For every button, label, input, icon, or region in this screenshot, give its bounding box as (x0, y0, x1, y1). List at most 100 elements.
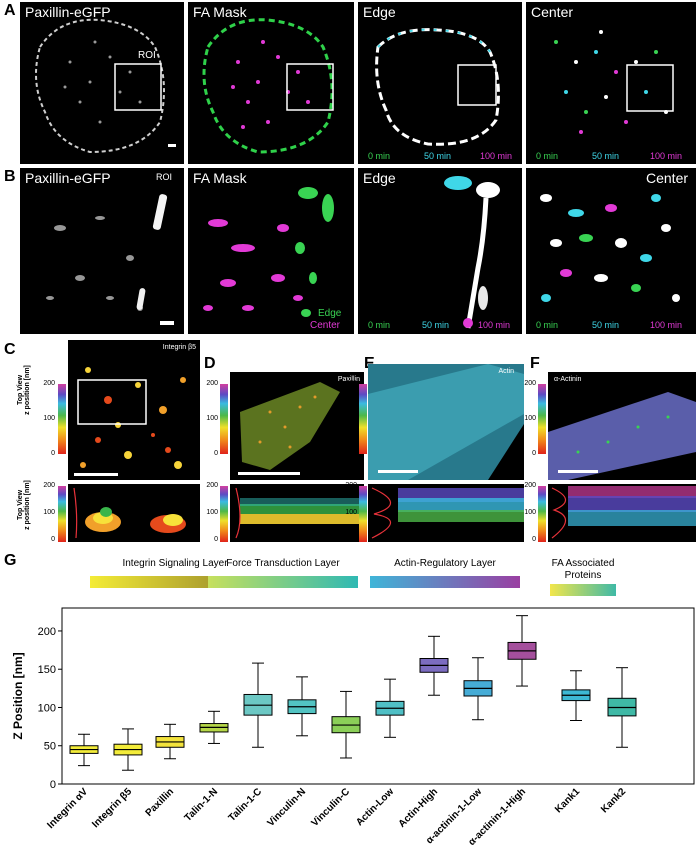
time-label-50: 50 min (592, 151, 620, 161)
panel-label-e: E (364, 355, 375, 373)
colorbar-e-side (359, 486, 367, 542)
center-image (554, 30, 674, 134)
time-label-100: 100 min (480, 151, 513, 161)
panel-title: FA Mask (193, 4, 247, 20)
tick-100: 100 (524, 415, 536, 422)
x-tick-label: Vinculin-C (310, 786, 353, 829)
box-11 (507, 615, 537, 687)
box-5 (243, 662, 273, 748)
row-a-edge-panel: Edge 0 min 50 min 100 min (358, 2, 522, 164)
paxillin-panel: Paxillin (230, 372, 364, 480)
panel-title: Center (646, 170, 689, 186)
tick-200: 200 (206, 482, 218, 489)
panel-label-c: C (4, 341, 16, 358)
layer-header-label: Integrin Signaling Layer (122, 558, 228, 569)
actinin-side-panel (548, 484, 696, 542)
center-zoom-image (540, 194, 680, 302)
colorbar-d-top (220, 384, 228, 454)
layer-header-label: Proteins (565, 570, 602, 581)
tick-200: 200 (206, 380, 218, 387)
layer-header-label: Actin-Regulatory Layer (394, 558, 496, 569)
mask-image (202, 18, 334, 154)
row-b-mask-panel: FA Mask Edge Center (188, 168, 354, 334)
side-view-text: Top View (17, 489, 24, 521)
colorbar-c-side (58, 486, 66, 542)
top-view-text: Top View (17, 374, 24, 406)
layer-header-bar (550, 584, 616, 596)
scale-bar (168, 144, 176, 147)
scale-bar (160, 321, 174, 325)
row-b-edge-panel: Edge 0 min 50 min 100 min (358, 168, 522, 334)
box-3 (155, 723, 185, 760)
legend-edge: Edge (318, 308, 342, 319)
tick-100: 100 (345, 415, 357, 422)
y-tick-label: 200 (38, 626, 56, 638)
layer-header-label: Force Transduction Layer (226, 558, 340, 569)
tick-200: 200 (43, 380, 55, 387)
layer-header-bar (208, 576, 358, 588)
box-2 (113, 728, 143, 771)
side-view-label: Top View z position [nm] (17, 480, 31, 530)
row-b-center-panel: Center 0 min 50 min 100 min (526, 168, 696, 334)
tick-0: 0 (353, 450, 357, 457)
tick-0: 0 (51, 536, 55, 543)
panel-title: Paxillin-eGFP (25, 170, 111, 186)
y-tick-label: 150 (38, 664, 56, 676)
panel-title: Actin (498, 368, 514, 375)
x-tick-label: Kank2 (599, 786, 628, 815)
actinin-image (548, 392, 696, 480)
side-view-image (551, 486, 696, 539)
time-label-0: 0 min (368, 151, 391, 161)
y-tick-label: 0 (50, 779, 56, 791)
tick-0: 0 (214, 536, 218, 543)
x-tick-label: Talin-1-C (227, 786, 265, 824)
panel-label-f: F (530, 355, 540, 372)
actin-side-panel (368, 484, 524, 542)
box-1 (69, 733, 99, 767)
paxillin-side-panel (230, 484, 364, 542)
z-axis-label-side: z position [nm] (24, 480, 31, 530)
time-label-50: 50 min (592, 320, 620, 330)
colorbar-d-side (220, 486, 228, 542)
tick-0: 0 (532, 536, 536, 543)
tick-100: 100 (345, 509, 357, 516)
box-8 (375, 678, 405, 738)
y-tick-label: 100 (38, 702, 56, 714)
time-label-0: 0 min (536, 151, 559, 161)
time-label-100: 100 min (650, 320, 683, 330)
panel-title: α-Actinin (554, 376, 582, 383)
x-tick-label: Actin-High (397, 786, 441, 830)
x-tick-label: Integrin αV (45, 786, 90, 831)
box-7 (331, 690, 361, 759)
legend-center: Center (310, 320, 341, 331)
box-13 (607, 667, 637, 748)
integrin-b5-panel: Integrin β5 (68, 340, 200, 480)
top-view-label: Top View z position [nm] (17, 350, 31, 430)
panel-title: Center (531, 4, 574, 20)
cell-image (35, 18, 176, 154)
panel-title: Paxillin (337, 376, 360, 383)
time-label-100: 100 min (650, 151, 683, 161)
panel-title: Paxillin-eGFP (25, 4, 111, 20)
integrin-side-panel (68, 484, 200, 542)
tick-200: 200 (345, 380, 357, 387)
x-tick-label: Kank1 (553, 786, 582, 815)
row-a-paxillin-panel: Paxillin-eGFP ROI (20, 2, 184, 164)
plot-frame (61, 607, 695, 785)
mask-zoom-image (203, 187, 334, 317)
side-view-image (235, 487, 364, 539)
box-6 (287, 676, 317, 737)
layer-header-bar (370, 576, 520, 588)
side-view-image (371, 487, 524, 539)
panel-title: FA Mask (193, 170, 247, 186)
time-label-100: 100 min (478, 320, 511, 330)
box-9 (419, 635, 449, 696)
edge-zoom-image (444, 176, 500, 329)
tick-200: 200 (524, 482, 536, 489)
colorbar-e-top (359, 384, 367, 454)
x-tick-label: Talin-1-N (183, 786, 221, 824)
panel-label-b: B (4, 168, 16, 185)
edge-image (375, 28, 500, 146)
panel-title: Edge (363, 4, 396, 20)
